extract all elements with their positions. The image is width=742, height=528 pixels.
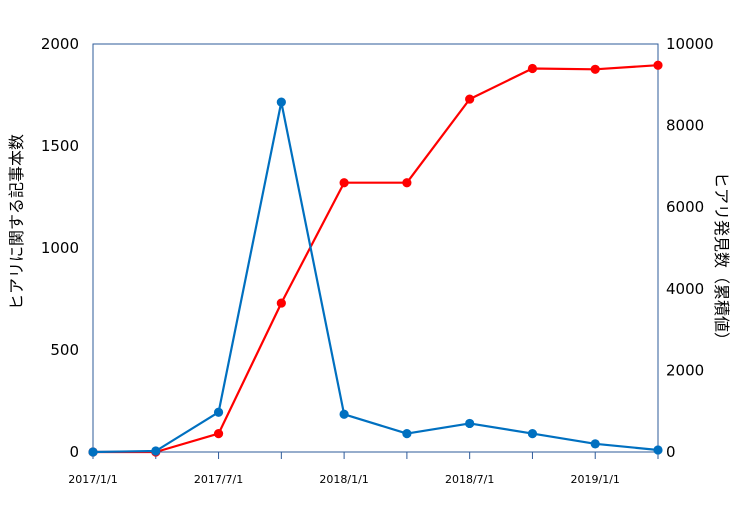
data-point-cumulative xyxy=(590,64,600,74)
series-line-articles xyxy=(92,100,659,454)
y-left-tick-label: 1500 xyxy=(41,137,79,155)
data-point-articles xyxy=(88,447,98,457)
series xyxy=(88,60,663,457)
x-tick-label: 2017/1/1 xyxy=(68,473,117,486)
y-left-tick-label: 2000 xyxy=(41,35,79,53)
data-point-cumulative xyxy=(653,60,663,70)
data-point-articles xyxy=(590,439,600,449)
y-left-tick-label: 1000 xyxy=(41,239,79,257)
data-point-cumulative xyxy=(465,94,475,104)
series-line-cumulative xyxy=(93,64,659,454)
y-right-tick-label: 6000 xyxy=(666,198,704,216)
y-left-tick-label: 0 xyxy=(69,443,79,461)
data-point-articles xyxy=(402,429,412,439)
data-point-cumulative xyxy=(276,298,286,308)
y-right-tick-label: 2000 xyxy=(666,361,704,379)
data-point-cumulative xyxy=(527,63,538,74)
data-point-articles xyxy=(151,446,161,456)
data-point-cumulative xyxy=(402,178,412,188)
x-tick-label: 2018/7/1 xyxy=(445,473,494,486)
plot-frame xyxy=(92,43,659,453)
y-right-tick-label: 8000 xyxy=(666,117,704,135)
y-axis-right-title: ヒアリ発見数（累積値） xyxy=(712,172,731,348)
y-right-tick-label: 10000 xyxy=(666,35,714,53)
y-left-tick-label: 500 xyxy=(50,341,79,359)
data-point-articles xyxy=(465,418,475,429)
x-tick-label: 2019/1/1 xyxy=(571,473,620,486)
y-axis-left-title: ヒアリに関する記事本数 xyxy=(7,134,26,310)
x-tick-label: 2017/7/1 xyxy=(194,473,243,486)
data-point-articles xyxy=(213,407,224,417)
y-right-tick-label: 4000 xyxy=(666,280,704,298)
y-right-tick-label: 0 xyxy=(666,443,676,461)
data-point-cumulative xyxy=(213,429,224,439)
data-point-cumulative xyxy=(339,178,349,188)
axes: 0 500 1000 1500 2000 0 2000 4000 6000 8000 10000 20… xyxy=(41,35,714,486)
data-point-articles xyxy=(339,409,349,419)
axis-labels: ヒアリに関する記事本数 ヒアリ発見数（累積値） xyxy=(7,134,731,348)
x-tick-label: 2018/1/1 xyxy=(319,473,368,486)
data-point-articles xyxy=(527,429,538,439)
data-point-articles xyxy=(276,97,286,107)
data-point-articles xyxy=(653,445,663,455)
